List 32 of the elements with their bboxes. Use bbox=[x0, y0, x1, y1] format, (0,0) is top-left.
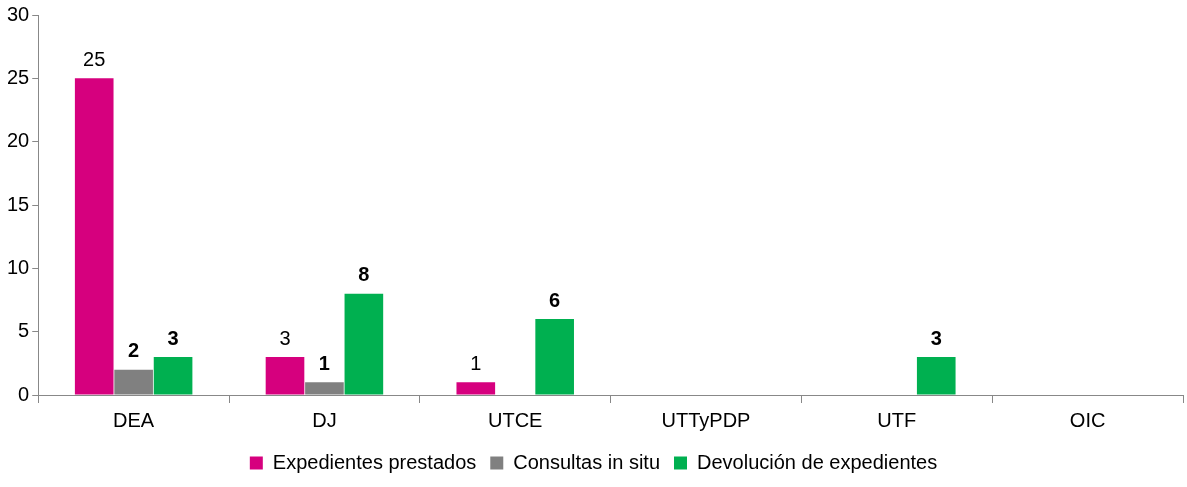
y-tick-label: 10 bbox=[7, 255, 30, 278]
y-tick-label: 5 bbox=[18, 319, 30, 342]
data-label: 3 bbox=[930, 326, 942, 349]
bar bbox=[535, 319, 574, 395]
y-tick-label: 20 bbox=[7, 129, 30, 152]
y-tick-label: 0 bbox=[18, 382, 30, 405]
y-tick-label: 25 bbox=[7, 65, 30, 88]
x-tick-label: DEA bbox=[113, 408, 155, 431]
data-label: 8 bbox=[358, 263, 370, 286]
bar bbox=[153, 357, 193, 395]
data-label: 2 bbox=[128, 339, 140, 362]
y-tick-label: 30 bbox=[7, 2, 30, 25]
data-label: 3 bbox=[279, 326, 291, 349]
data-label: 3 bbox=[167, 326, 179, 349]
data-label: 6 bbox=[549, 288, 561, 311]
x-tick-label: DJ bbox=[312, 408, 337, 431]
bar bbox=[456, 382, 496, 395]
data-label: 25 bbox=[83, 47, 106, 70]
bar bbox=[265, 357, 305, 395]
data-label: 1 bbox=[318, 351, 330, 374]
bar bbox=[74, 78, 114, 395]
legend-label: Consultas in situ bbox=[513, 450, 661, 473]
x-tick-label: UTTyPDP bbox=[661, 408, 751, 431]
bar bbox=[344, 293, 384, 395]
data-label: 1 bbox=[470, 351, 482, 374]
x-tick-label: UTF bbox=[877, 408, 917, 431]
legend-label: Expedientes prestados bbox=[272, 450, 477, 473]
x-tick-label: UTCE bbox=[488, 408, 543, 431]
bar bbox=[916, 357, 956, 395]
x-tick-label: OIC bbox=[1069, 408, 1106, 431]
y-tick-label: 15 bbox=[7, 192, 30, 215]
legend-label: Devolución de expedientes bbox=[697, 450, 938, 473]
